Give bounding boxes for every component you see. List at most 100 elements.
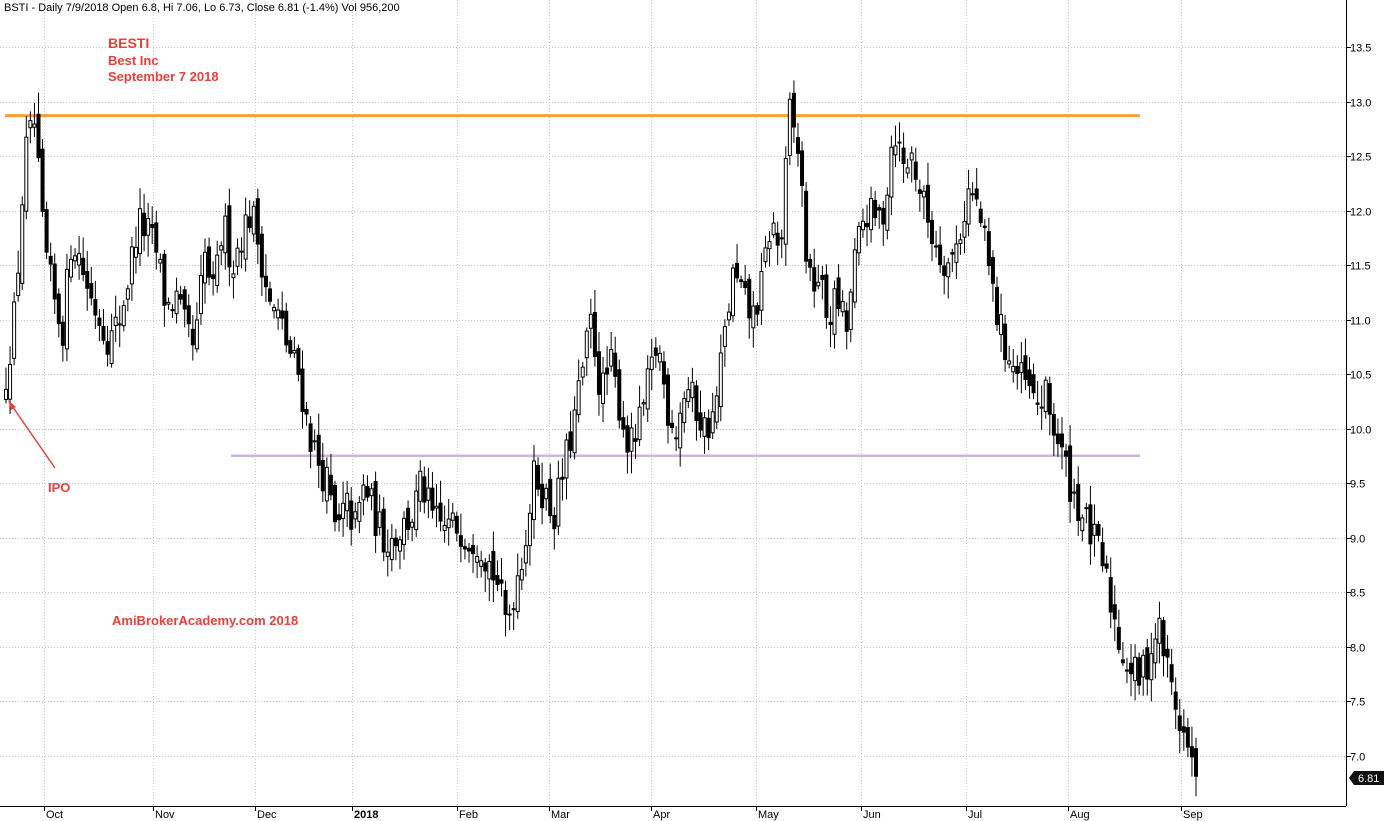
candle-body-109 (446, 518, 451, 529)
candle-104 (426, 467, 431, 519)
candle-body-59 (243, 214, 248, 260)
candle-body-10 (44, 209, 49, 253)
candle-130 (531, 444, 536, 539)
candle-250 (1019, 342, 1024, 394)
candle-body-129 (527, 512, 532, 547)
candle-14 (60, 315, 65, 362)
candle-290 (1181, 709, 1186, 751)
candle-body-192 (783, 158, 788, 245)
candle-body-52 (215, 254, 220, 286)
candle-body-22 (93, 299, 98, 316)
candle-109 (446, 498, 451, 546)
candle-body-7 (32, 123, 37, 128)
candle-31 (129, 236, 134, 301)
candle-225 (917, 179, 922, 212)
candle-204 (832, 280, 837, 349)
chart-header-info: BSTI - Daily 7/9/2018 Open 6.8, Hi 7.06,… (4, 2, 400, 14)
candle-body-281 (1145, 647, 1150, 680)
x-month-label-6: Apr (653, 809, 670, 821)
candle-body-223 (909, 152, 914, 161)
candle-body-273 (1112, 604, 1117, 620)
candle-224 (913, 147, 918, 192)
candle-body-145 (592, 312, 597, 357)
candle-193 (787, 92, 792, 166)
candle-body-78 (320, 459, 325, 492)
candle-body-212 (865, 222, 870, 228)
candle-229 (934, 230, 939, 258)
candle-256 (1043, 376, 1048, 419)
candle-206 (840, 290, 845, 317)
candle-80 (328, 454, 333, 501)
candle-body-143 (584, 330, 589, 359)
x-month-label-7: May (758, 809, 779, 821)
candle-102 (418, 460, 423, 512)
candle-186 (759, 252, 764, 326)
candle-body-79 (324, 466, 329, 502)
candle-170 (694, 380, 699, 441)
candle-226 (921, 185, 926, 220)
candle-41 (170, 304, 175, 318)
candle-273 (1112, 585, 1117, 642)
candle-body-222 (905, 167, 910, 174)
candle-88 (361, 474, 366, 516)
candle-76 (312, 429, 317, 451)
candle-162 (661, 351, 666, 399)
candle-body-215 (877, 207, 882, 211)
candle-body-14 (60, 321, 65, 346)
candle-24 (101, 309, 106, 345)
candle-18 (77, 236, 82, 280)
candle-238 (970, 182, 975, 202)
candle-3 (16, 250, 21, 302)
candle-136 (556, 460, 561, 536)
candle-body-76 (312, 440, 317, 443)
candle-148 (605, 346, 610, 396)
candle-body-166 (678, 412, 683, 449)
candle-body-9 (40, 148, 45, 213)
candle-51 (211, 261, 216, 296)
candle-body-45 (186, 305, 191, 325)
candle-21 (89, 266, 94, 306)
candle-56 (231, 260, 236, 299)
candle-body-263 (1072, 491, 1077, 494)
candle-body-256 (1043, 379, 1048, 413)
candle-132 (540, 462, 545, 525)
candle-body-247 (1007, 360, 1012, 365)
candle-body-236 (962, 220, 967, 238)
candle-body-276 (1124, 669, 1129, 672)
candle-body-242 (986, 231, 991, 267)
y-tick-label-9: 11.5 (1350, 261, 1371, 273)
candle-body-81 (332, 484, 337, 523)
candle-116 (475, 545, 480, 579)
candle-281 (1145, 638, 1150, 696)
candle-body-208 (848, 291, 853, 330)
candle-265 (1080, 514, 1085, 542)
candle-216 (881, 200, 886, 246)
candle-194 (791, 80, 796, 143)
candle-93 (381, 497, 386, 562)
candle-body-207 (844, 310, 849, 332)
candle-62 (255, 188, 260, 265)
candle-body-161 (657, 352, 662, 363)
candle-body-244 (994, 286, 999, 326)
candle-108 (442, 505, 447, 543)
candle-body-72 (296, 348, 301, 375)
candle-body-189 (771, 222, 776, 236)
candle-body-96 (393, 537, 398, 547)
candle-276 (1124, 657, 1129, 684)
candle-103 (422, 466, 427, 514)
candle-body-115 (471, 545, 476, 555)
candle-body-150 (613, 352, 618, 377)
candle-85 (349, 487, 354, 546)
candle-264 (1076, 466, 1081, 537)
candle-body-141 (576, 380, 581, 416)
candle-body-160 (653, 347, 658, 356)
candle-body-168 (686, 389, 691, 402)
candle-body-261 (1064, 450, 1069, 457)
candle-151 (617, 359, 622, 429)
candle-body-56 (231, 273, 236, 279)
candle-body-88 (361, 484, 366, 501)
candle-body-154 (629, 427, 634, 452)
candle-body-17 (73, 255, 78, 262)
candle-83 (341, 481, 346, 537)
candle-28 (117, 305, 122, 348)
